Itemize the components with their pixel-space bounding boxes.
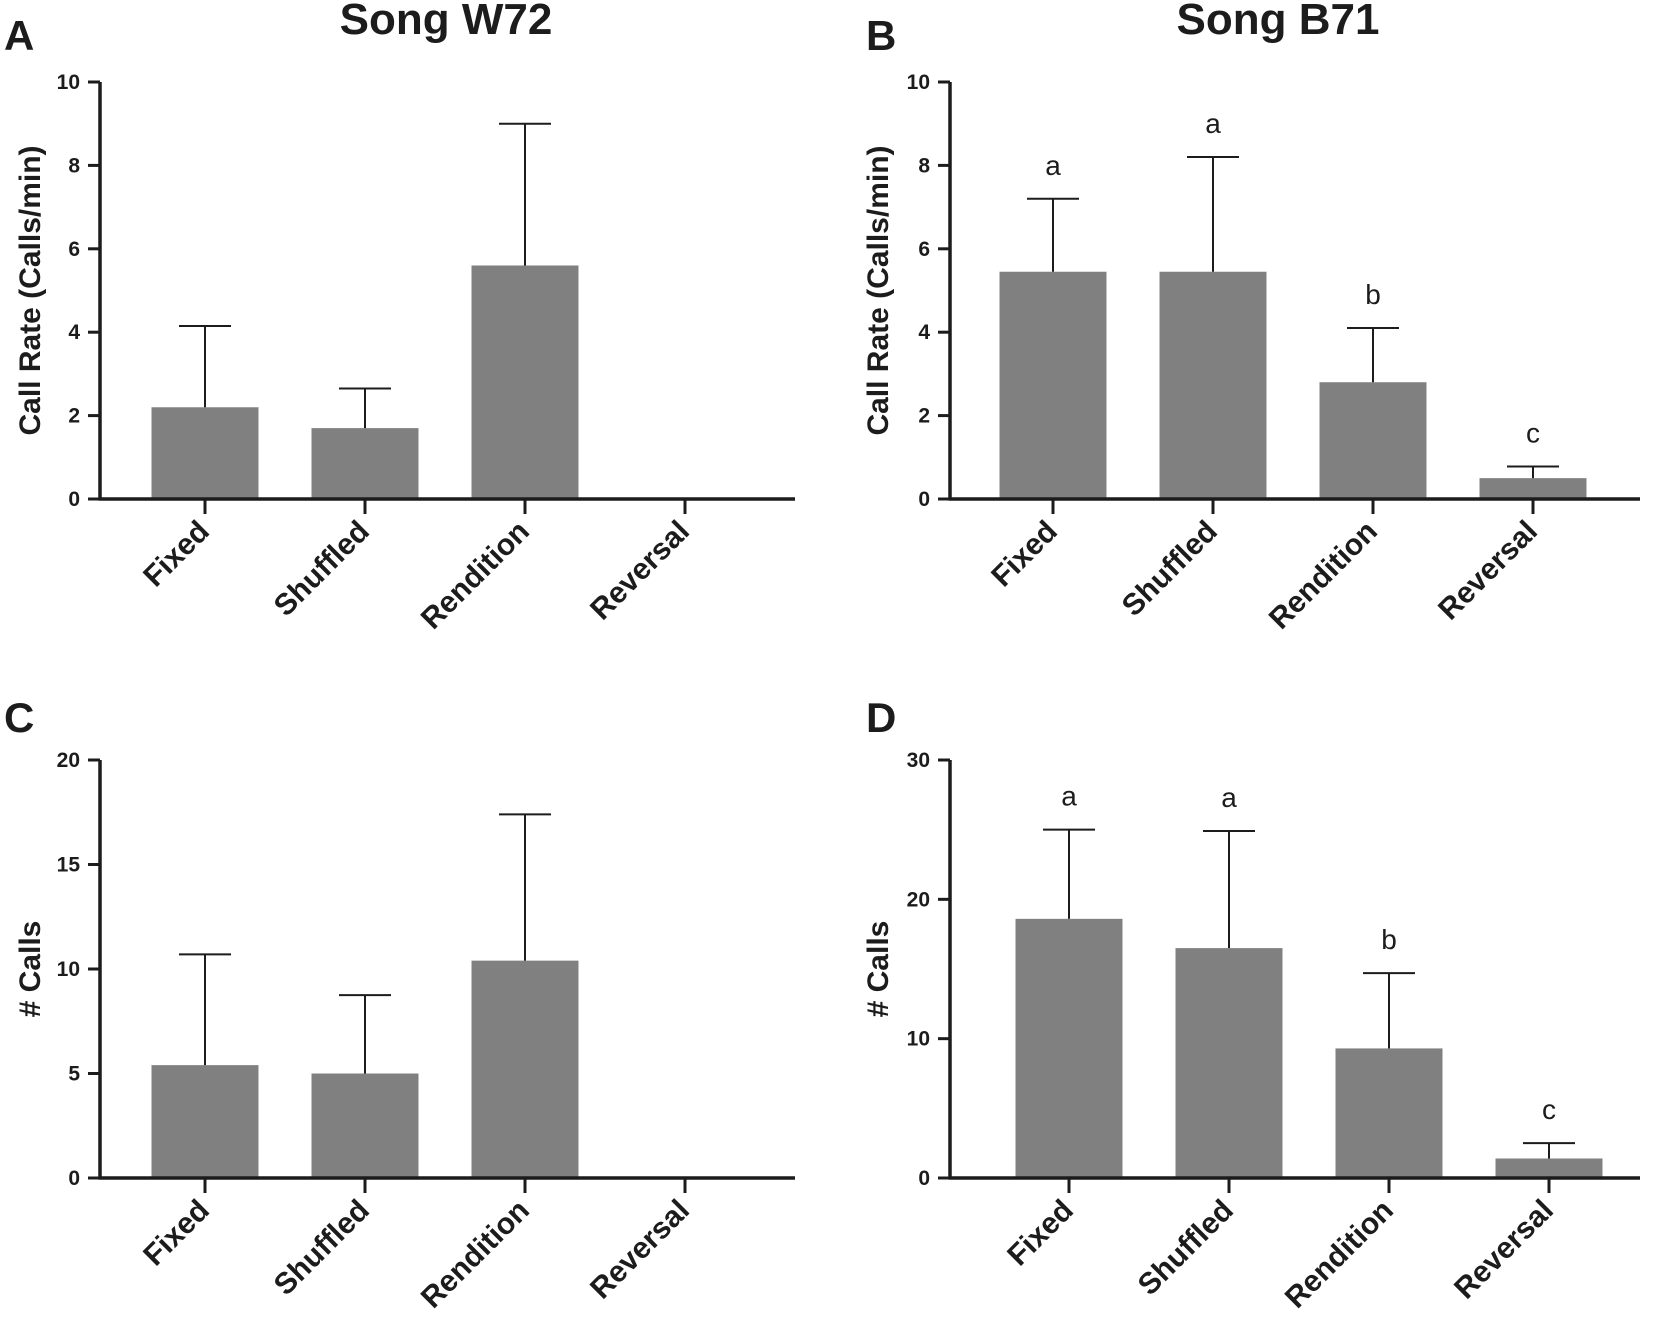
x-tick-label-fixed: Fixed (1001, 1194, 1080, 1273)
y-tick-label: 20 (907, 888, 930, 911)
y-tick-label: 0 (918, 488, 930, 511)
y-tick-label: 10 (907, 1028, 930, 1051)
y-tick-label: 0 (68, 1167, 80, 1190)
column-title-right: Song B71 (1177, 0, 1380, 44)
y-tick-label: 10 (57, 71, 80, 94)
bar-shuffled (311, 428, 419, 499)
bar-rendition (1319, 382, 1427, 499)
y-tick-label: 5 (68, 1063, 80, 1086)
bar-reversal (1479, 478, 1587, 499)
x-tick-label-shuffled: Shuffled (268, 1194, 376, 1302)
x-tick-label-rendition: Rendition (1263, 515, 1384, 636)
x-tick-label-reversal: Reversal (1448, 1194, 1560, 1306)
y-tick-label: 4 (68, 321, 80, 344)
x-tick-label-reversal: Reversal (584, 1194, 696, 1306)
significance-label-rendition: b (1381, 924, 1397, 955)
bar-reversal (1495, 1158, 1603, 1178)
y-tick-label: 8 (68, 154, 80, 177)
y-tick-label: 30 (907, 749, 930, 772)
x-tick-label-rendition: Rendition (415, 1194, 536, 1315)
x-tick-label-shuffled: Shuffled (1116, 515, 1224, 623)
bar-shuffled (1159, 271, 1267, 499)
y-axis-title: # Calls (862, 921, 895, 1018)
panel-c: C # Calls 0 5 10 15 20 Fixed Shuffled Rendition Re… (4, 694, 795, 1315)
significance-label-fixed: a (1045, 150, 1061, 181)
y-tick-label: 2 (918, 405, 930, 428)
y-tick-label: 15 (57, 854, 81, 877)
x-tick-label-rendition: Rendition (1279, 1194, 1400, 1315)
panel-a: A Call Rate (Calls/min) 0 2 4 6 8 10 Fixed Shuffl… (4, 12, 795, 636)
significance-label-reversal: c (1542, 1094, 1556, 1125)
y-axis-title: # Calls (14, 921, 47, 1018)
significance-label-shuffled: a (1221, 782, 1237, 813)
x-tick-label-rendition: Rendition (415, 515, 536, 636)
panel-letter: A (4, 12, 34, 59)
bar-fixed (151, 1065, 259, 1178)
bar-shuffled (1175, 948, 1283, 1178)
x-tick-label-fixed: Fixed (985, 515, 1064, 594)
y-tick-label: 10 (57, 958, 80, 981)
panels-container: A Call Rate (Calls/min) 0 2 4 6 8 10 Fixed Shuffl… (4, 12, 1640, 1315)
column-title-left: Song W72 (340, 0, 553, 44)
y-tick-label: 4 (918, 321, 930, 344)
x-tick-label-reversal: Reversal (1432, 515, 1544, 627)
x-tick-label-shuffled: Shuffled (268, 515, 376, 623)
y-tick-label: 2 (68, 405, 80, 428)
panel-letter: B (866, 12, 896, 59)
x-tick-label-fixed: Fixed (137, 1194, 216, 1273)
y-tick-label: 6 (918, 238, 930, 261)
bar-fixed (151, 407, 259, 499)
panel-letter: C (4, 694, 34, 741)
bar-rendition (471, 960, 579, 1178)
significance-label-fixed: a (1061, 781, 1077, 812)
bar-rendition (471, 265, 579, 499)
x-tick-label-shuffled: Shuffled (1132, 1194, 1240, 1302)
x-tick-label-fixed: Fixed (137, 515, 216, 594)
panel-letter: D (866, 694, 896, 741)
y-tick-label: 20 (57, 749, 80, 772)
y-axis-title: Call Rate (Calls/min) (14, 145, 47, 435)
bar-fixed (999, 271, 1107, 499)
y-tick-label: 0 (918, 1167, 930, 1190)
significance-label-shuffled: a (1205, 108, 1221, 139)
y-tick-label: 8 (918, 154, 930, 177)
panel-d: D # Calls a a b c 0 10 20 30 Fixed Shuffled Renditio… (862, 694, 1640, 1315)
significance-label-rendition: b (1365, 279, 1381, 310)
x-tick-label-reversal: Reversal (584, 515, 696, 627)
significance-label-reversal: c (1526, 417, 1540, 448)
bar-rendition (1335, 1048, 1443, 1178)
bar-fixed (1015, 918, 1123, 1178)
panel-b: B Call Rate (Calls/min) a a b c 0 2 4 6 8 10 Fixed Sh… (862, 12, 1640, 636)
y-tick-label: 6 (68, 238, 80, 261)
bar-shuffled (311, 1073, 419, 1178)
y-axis-title: Call Rate (Calls/min) (862, 145, 895, 435)
y-tick-label: 10 (907, 71, 930, 94)
y-tick-label: 0 (68, 488, 80, 511)
